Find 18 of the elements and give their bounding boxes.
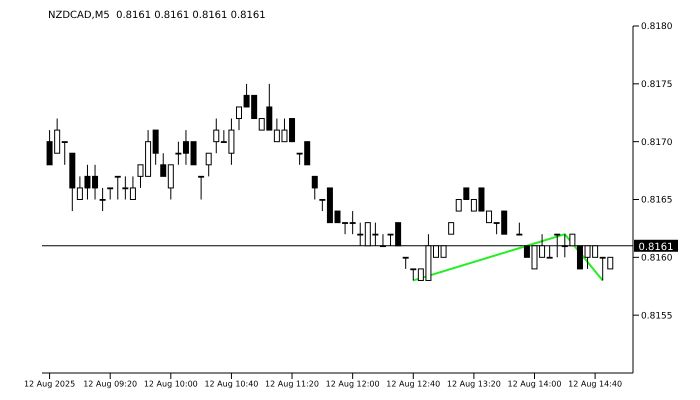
x-tick-label: 12 Aug 10:40: [204, 380, 258, 389]
ref-line-label: 0.8161: [638, 242, 674, 253]
y-tick-label: 0.8165: [641, 196, 672, 206]
x-tick-label: 12 Aug 11:20: [265, 380, 320, 389]
y-tick-label: 0.8160: [641, 254, 673, 264]
y-tick-label: 0.8170: [641, 138, 673, 148]
x-tick-label: 12 Aug 09:20: [83, 380, 138, 389]
y-tick-label: 0.8155: [641, 311, 672, 322]
chart-title: NZDCAD,M5 0.8161 0.8161 0.8161 0.8161: [48, 10, 266, 21]
x-tick-label: 12 Aug 12:40: [386, 380, 440, 389]
x-tick-label: 12 Aug 14:40: [568, 380, 622, 389]
x-tick-label: 12 Aug 13:20: [446, 380, 501, 389]
x-tick-label: 12 Aug 14:00: [508, 380, 562, 389]
x-tick-label: 12 Aug 12:00: [326, 380, 380, 389]
y-tick-label: 0.8175: [641, 80, 672, 90]
x-tick-label: 12 Aug 10:00: [144, 380, 198, 389]
y-tick-label: 0.8180: [641, 22, 673, 32]
x-tick-label: 12 Aug 2025: [24, 380, 76, 389]
